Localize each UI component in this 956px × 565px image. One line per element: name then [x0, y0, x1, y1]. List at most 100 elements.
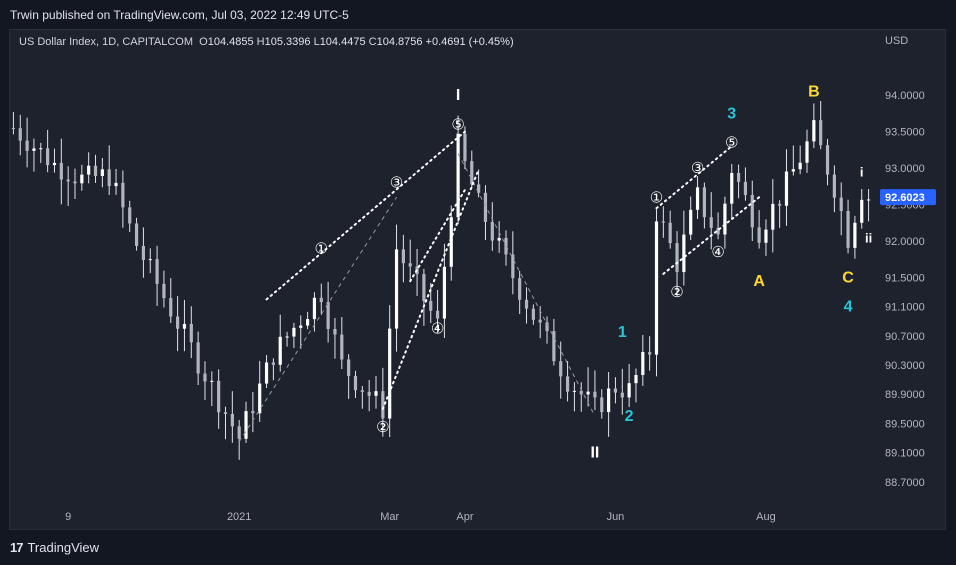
candle-body	[552, 331, 556, 362]
candle-body	[634, 375, 638, 384]
candle-body	[429, 300, 433, 311]
candle-body	[11, 127, 16, 129]
x-tick-label: Apr	[456, 511, 473, 523]
candle-body	[155, 259, 159, 284]
candle-body	[798, 162, 802, 170]
candle-body	[477, 184, 481, 193]
candle-body	[292, 327, 296, 337]
wave-label: ii	[865, 230, 872, 245]
y-tick-label: 89.1000	[885, 448, 925, 460]
y-tick-label: 92.0000	[885, 236, 925, 248]
candle-body	[559, 361, 563, 377]
last-price-tag	[880, 189, 936, 206]
candle-body	[107, 169, 111, 187]
candle-body	[319, 297, 323, 303]
subwave-label: ④	[431, 320, 444, 338]
high-value: 105.3396	[264, 36, 311, 48]
symbol-name[interactable]: US Dollar Index, 1D, CAPITALCOM	[19, 36, 194, 48]
y-tick-label: 90.7000	[885, 331, 925, 343]
candle-body	[196, 342, 200, 374]
candle-body	[244, 411, 248, 439]
y-tick-label: 89.9000	[885, 389, 925, 401]
candle-body	[572, 390, 577, 392]
candle-body	[689, 209, 693, 235]
wave-label: B	[808, 83, 820, 100]
candle-body	[648, 352, 652, 355]
wave-connector-line	[457, 153, 596, 417]
wave-label: 2	[625, 408, 634, 425]
candle-body	[285, 336, 289, 338]
candle-body	[860, 199, 864, 223]
candle-body	[565, 376, 570, 392]
candle-body	[230, 413, 234, 427]
low-label: L	[313, 36, 320, 48]
y-tick-label: 93.0000	[885, 163, 925, 175]
candle-body	[353, 375, 358, 391]
candle-body	[114, 182, 118, 187]
candle-body	[613, 388, 618, 393]
candle-body	[442, 266, 447, 319]
candle-body	[832, 174, 836, 198]
candle-body	[702, 187, 706, 218]
candle-body	[600, 397, 604, 413]
candle-body	[251, 411, 255, 414]
chart-frame[interactable]	[9, 29, 946, 530]
candle-body	[511, 254, 515, 279]
footer-brand[interactable]: 17 TradingView	[10, 540, 99, 555]
close-label: C	[368, 36, 377, 48]
x-tick-label: 9	[65, 511, 71, 523]
candle-body	[80, 174, 84, 184]
candle-body	[839, 197, 843, 212]
open-label: O	[199, 36, 208, 48]
subwave-label: ②	[670, 283, 683, 301]
candle-body	[100, 169, 104, 176]
y-tick-label: 94.0000	[885, 90, 925, 102]
low-value: 104.4475	[319, 36, 366, 48]
y-tick-label: 91.1000	[885, 302, 925, 314]
y-tick-label: 88.7000	[885, 477, 925, 489]
candle-body	[791, 169, 795, 172]
candle-body	[39, 148, 43, 150]
candle-body	[347, 359, 351, 376]
candle-body	[668, 222, 672, 244]
candle-body	[381, 391, 385, 419]
candle-body	[723, 203, 727, 235]
candle-body	[422, 274, 426, 301]
subwave-label: ①	[650, 188, 663, 206]
candle-body	[825, 145, 830, 175]
subwave-label: ⑤	[451, 115, 464, 133]
change-value: +0.4691 (+0.45%)	[425, 36, 514, 48]
candle-body	[784, 171, 789, 206]
brand-name: TradingView	[27, 540, 100, 555]
candle-body	[121, 182, 125, 208]
candle-body	[524, 299, 529, 309]
candle-body	[312, 297, 317, 320]
candle-body	[435, 310, 440, 319]
candle-body	[853, 222, 857, 248]
candle-body	[223, 412, 228, 414]
candle-body	[217, 380, 221, 413]
x-tick-label: 2021	[227, 511, 251, 523]
candle-body	[305, 319, 310, 326]
candle-body	[805, 141, 809, 163]
candle-body	[360, 390, 364, 392]
candle-body	[661, 221, 665, 223]
wave-label: A	[753, 273, 765, 290]
candle-body	[210, 380, 214, 382]
candle-body	[743, 181, 748, 195]
candle-body	[367, 391, 371, 396]
candle-body	[483, 192, 488, 222]
candle-body	[388, 328, 392, 419]
candle-body	[278, 336, 282, 365]
candle-body	[627, 383, 631, 398]
candle-body	[538, 319, 542, 323]
candle-body	[46, 148, 50, 166]
channel-line	[655, 145, 733, 210]
candle-body	[59, 162, 63, 180]
candle-body	[134, 223, 139, 246]
candle-body	[819, 120, 823, 146]
candle-body	[87, 165, 91, 175]
close-value: 104.8756	[376, 36, 423, 48]
candle-body	[189, 323, 193, 343]
